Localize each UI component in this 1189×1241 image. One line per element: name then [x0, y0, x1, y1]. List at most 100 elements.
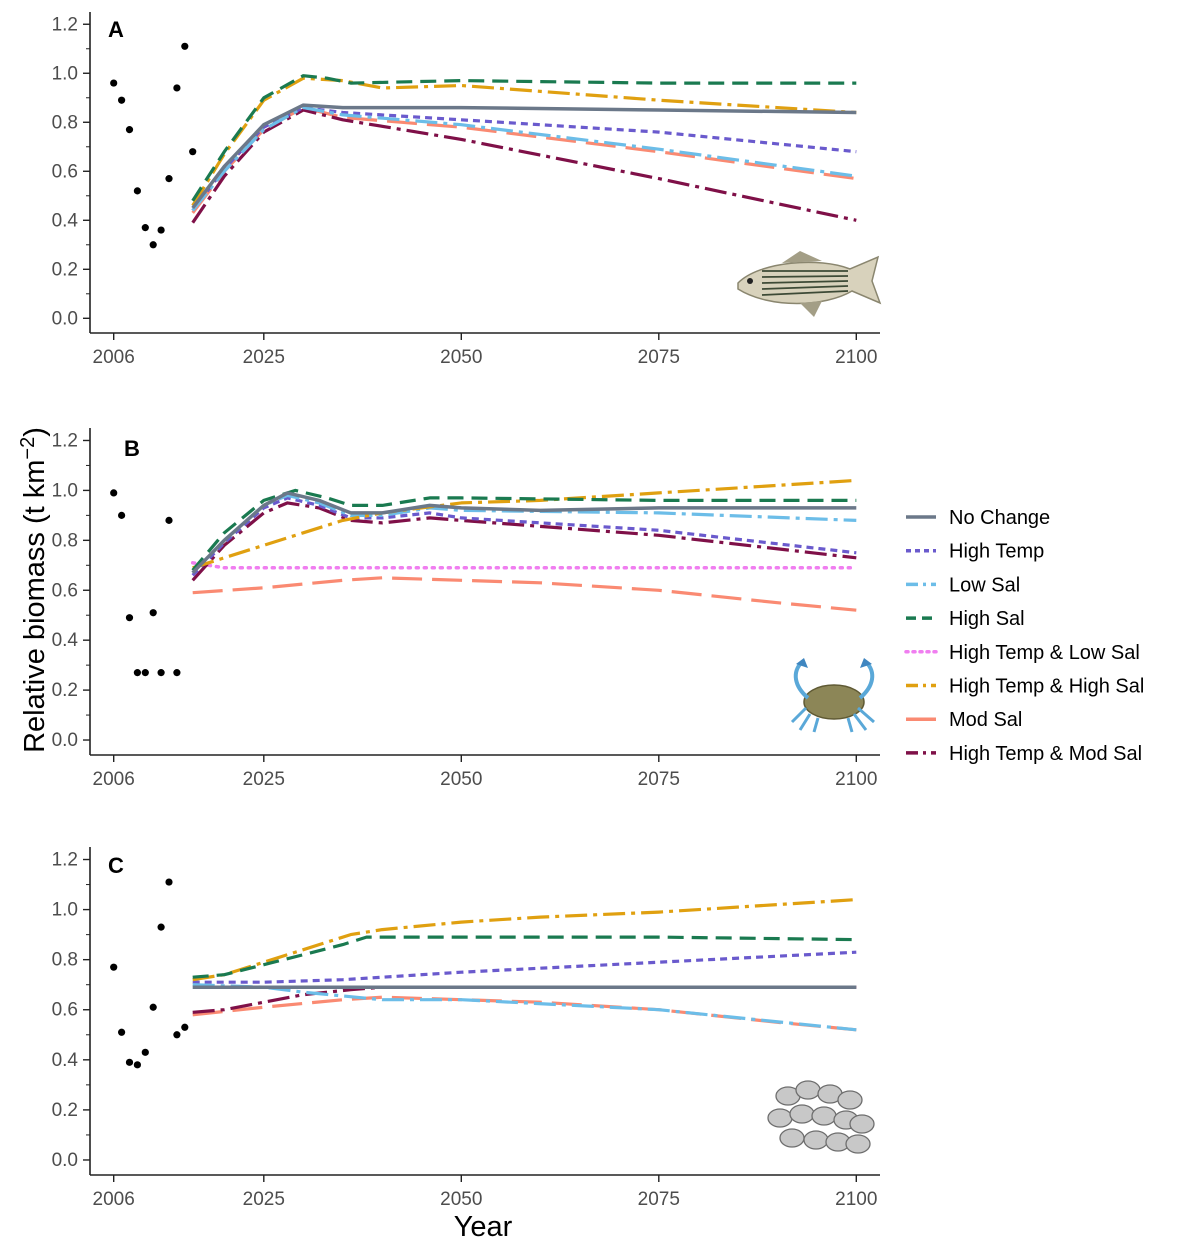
data-point [110, 79, 118, 87]
oyster-shell [803, 1130, 829, 1150]
fish-eye [747, 278, 753, 284]
series-line-mod-sal [192, 576, 857, 612]
x-tick-label: 2050 [440, 1189, 482, 1210]
data-point [141, 1048, 149, 1056]
data-point [165, 878, 173, 886]
x-tick-label: 2025 [243, 769, 285, 790]
data-point [165, 175, 173, 183]
series-line-no-change [191, 103, 857, 210]
legend-item-high-temp-and-high-sal: High Temp & High Sal [906, 676, 1144, 698]
striped-bass-icon [737, 251, 882, 317]
y-tick-label: 1.2 [52, 430, 78, 451]
y-tick-label: 1.0 [52, 900, 78, 921]
y-tick-label: 0.6 [52, 580, 78, 601]
legend-item-high-temp-and-low-sal: High Temp & Low Sal [904, 642, 1140, 664]
data-point [181, 42, 189, 50]
data-point [110, 489, 118, 497]
x-tick-label: 2025 [243, 347, 285, 368]
x-axis-title: Year [454, 1211, 513, 1241]
series-line-high-sal [192, 935, 857, 979]
series-line-high-temp-and-high-sal [191, 76, 857, 207]
series-line-low-sal [192, 983, 857, 1032]
x-tick-label: 2006 [93, 1189, 135, 1210]
y-tick-label: 0.0 [52, 730, 78, 751]
y-tick-label: 0.2 [52, 259, 78, 280]
y-tick-label: 0.4 [52, 630, 79, 651]
y-tick-label: 0.6 [52, 161, 78, 182]
data-point [118, 511, 126, 519]
series-line-high-temp-and-high-sal [192, 898, 857, 982]
data-point [118, 96, 126, 104]
y-tick-label: 1.2 [52, 850, 78, 871]
legend-label: High Sal [949, 608, 1025, 630]
panel-label: A [108, 17, 124, 42]
y-axis-title-exponent: −2 [17, 437, 39, 460]
oyster-shell [767, 1108, 793, 1128]
x-tick-label: 2050 [440, 347, 482, 368]
x-tick-label: 2075 [638, 769, 680, 790]
oyster-shell [811, 1106, 837, 1126]
fish-stripe [761, 290, 849, 296]
data-point [125, 126, 134, 134]
series-line-high-sal [191, 488, 857, 572]
data-point [173, 84, 181, 92]
data-point [157, 226, 165, 234]
fish-body [737, 255, 882, 305]
data-point [181, 1023, 189, 1031]
data-point [149, 609, 157, 617]
y-axis-title-text: Relative biomass (t km [19, 460, 51, 753]
legend-item-high-sal: High Sal [906, 608, 1025, 630]
y-tick-label: 0.0 [52, 1150, 78, 1171]
x-tick-label: 2025 [243, 1189, 285, 1210]
panel-label: C [108, 853, 124, 878]
panel-a: 0.0 0.2 0.4 0.6 0.8 1.0 1.2 2006 2025 2050 2075 210… [52, 12, 882, 368]
fish-stripe [761, 280, 849, 284]
crab-shell [803, 684, 865, 720]
y-tick-label: 0.8 [52, 530, 78, 551]
crab-claw [796, 658, 872, 668]
data-point [173, 1031, 181, 1039]
legend-label: High Temp & High Sal [949, 676, 1144, 698]
fish-stripe [761, 275, 849, 278]
legend-label: Mod Sal [949, 709, 1022, 731]
legend-item-high-temp-and-mod-sal: High Temp & Mod Sal [906, 743, 1142, 765]
legend-item-no-change: No Change [906, 507, 1050, 529]
legend-label: High Temp & Low Sal [949, 642, 1140, 664]
legend-label: Low Sal [949, 574, 1020, 596]
oyster-shell [795, 1080, 821, 1100]
data-point [141, 224, 149, 232]
series-line-high-temp-and-mod-sal [192, 985, 857, 1014]
oyster-shell [845, 1134, 871, 1154]
data-point [133, 187, 141, 195]
legend-label: High Temp & Mod Sal [949, 743, 1142, 765]
y-tick-label: 1.2 [52, 14, 78, 35]
y-tick-label: 0.8 [52, 950, 78, 971]
legend-item-high-temp: High Temp [906, 541, 1044, 563]
y-tick-label: 1.0 [52, 63, 78, 84]
data-point [141, 669, 149, 677]
panel-c: 0.0 0.2 0.4 0.6 0.8 1.0 1.2 2006 2025 2050 2075 210… [52, 847, 880, 1210]
legend: No Change High Temp Low Sal High Sal High Te… [904, 507, 1144, 765]
data-point [133, 669, 141, 677]
y-tick-label: 0.0 [52, 308, 78, 329]
data-point [157, 669, 165, 677]
oyster-shell [789, 1104, 815, 1124]
y-tick-label: 0.2 [52, 680, 78, 701]
data-point [173, 669, 181, 677]
data-point [165, 516, 173, 524]
series-line-high-temp-and-mod-sal [191, 501, 857, 582]
x-tick-label: 2006 [93, 769, 135, 790]
blue-crab-icon [790, 658, 875, 733]
series-line-high-temp-and-low-sal [190, 561, 859, 570]
oyster-shell [837, 1090, 863, 1110]
y-tick-label: 0.2 [52, 1100, 78, 1121]
y-tick-label: 0.4 [52, 1050, 79, 1071]
legend-item-mod-sal: Mod Sal [906, 709, 1022, 731]
y-tick-label: 0.4 [52, 210, 79, 231]
series-line-low-sal [191, 105, 857, 212]
fish-fin [782, 251, 822, 263]
oyster-icon [767, 1080, 875, 1154]
y-axis-title: Relative biomass (t km−2) [17, 427, 51, 753]
series-line-no-change [191, 491, 857, 575]
